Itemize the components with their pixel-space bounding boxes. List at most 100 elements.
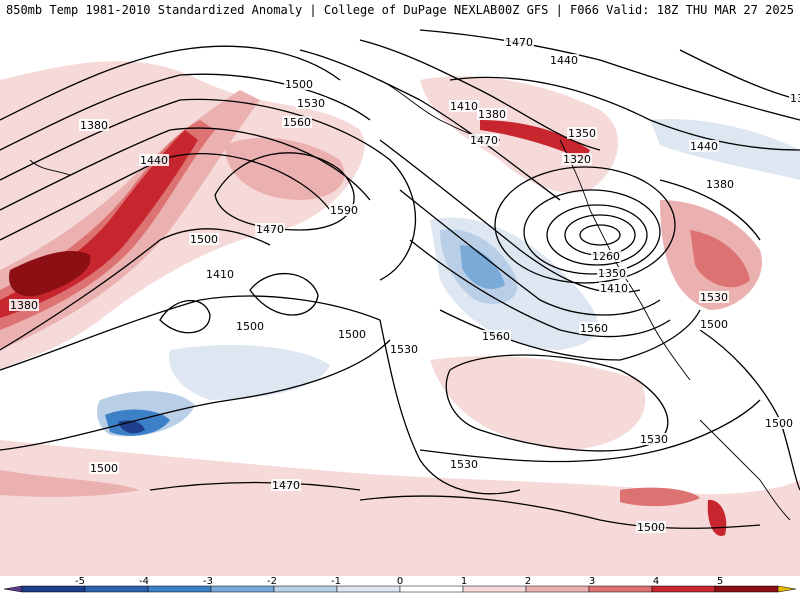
height-contour: [409, 239, 671, 338]
colorbar-segment: [714, 585, 779, 593]
contour-label-bg: [79, 119, 109, 131]
colorbar-tick-label: 0: [397, 576, 403, 587]
contour-label: 1380: [706, 178, 734, 191]
warm-anomaly-region: [9, 250, 91, 297]
contour-label-bg: [567, 127, 597, 139]
contour-label-bg: [481, 330, 511, 342]
contour-label-bg: [597, 267, 627, 279]
contour-label-bg: [579, 322, 609, 334]
contour-label: 1530: [700, 291, 728, 304]
contour-label-bg: [389, 343, 419, 355]
colorbar-tick-label: 1: [461, 576, 467, 587]
contour-label-bg: [477, 108, 507, 120]
colorbar-segment: [588, 585, 653, 593]
colorbar-tick-label: 3: [589, 576, 595, 587]
contour-label: 1560: [482, 330, 510, 343]
contour-label-bg: [469, 134, 499, 146]
contour-label-bg: [296, 97, 326, 109]
height-contour: [249, 273, 319, 316]
colorbar-tick-label: 5: [717, 576, 723, 587]
contour-label: 1380: [478, 108, 506, 121]
colorbar-segment: [399, 585, 464, 593]
cold-anomaly-region: [460, 245, 505, 289]
contour-label-bg: [639, 433, 669, 445]
contour-label-bg: [337, 328, 367, 340]
height-contour: [0, 295, 381, 371]
contour-label: 1440: [690, 140, 718, 153]
warm-anomaly-region: [225, 137, 345, 200]
contour-label: 1470: [505, 36, 533, 49]
colorbar-segment: [651, 585, 716, 593]
height-contour: [546, 204, 648, 266]
colorbar-segment: [462, 585, 527, 593]
contour-label-bg: [235, 320, 265, 332]
geopotential-height-contours: [0, 29, 800, 529]
contour-label: 1500: [236, 320, 264, 333]
height-contour: [149, 481, 361, 491]
colorbar-segment: [147, 585, 212, 593]
warm-anomaly-region: [0, 470, 140, 497]
contour-label: 1440: [550, 54, 578, 67]
contour-label: 1500: [90, 462, 118, 475]
contour-label: 1260: [592, 250, 620, 263]
anomaly-map: 1470144014101380135013201260135014101380…: [0, 20, 800, 576]
contour-label: 1530: [450, 458, 478, 471]
colorbar-low-extend: [3, 585, 23, 593]
contour-label: 1470: [272, 479, 300, 492]
warm-anomaly-region: [690, 230, 750, 288]
height-contour: [159, 299, 211, 334]
contour-label-bg: [636, 521, 666, 533]
contour-label: 1350: [568, 127, 596, 140]
contour-label-bg: [789, 92, 800, 104]
contour-label: 1470: [470, 134, 498, 147]
warm-anomaly-region: [620, 487, 700, 507]
contour-label: 1530: [640, 433, 668, 446]
cold-anomaly-region: [169, 345, 330, 400]
contour-label-bg: [764, 417, 794, 429]
contour-label: 1530: [390, 343, 418, 356]
contour-label-bg: [699, 291, 729, 303]
colorbar-tick-label: -2: [267, 576, 277, 587]
height-contour: [0, 73, 371, 151]
contour-label-bg: [449, 458, 479, 470]
contour-label-bg: [189, 233, 219, 245]
contour-label-bg: [562, 153, 592, 165]
model-run-info: 00Z GFS | F066 Valid: 18Z THU MAR 27 202…: [497, 3, 794, 17]
contour-label: 1350: [598, 267, 626, 280]
height-contour: [419, 29, 800, 121]
contour-label: 1380: [790, 92, 800, 105]
contour-label-bg: [271, 479, 301, 491]
height-contour: [359, 39, 601, 151]
colorbar-segment: [525, 585, 590, 593]
contour-label: 1380: [10, 299, 38, 312]
height-contour: [0, 228, 271, 351]
colorbar-tick-label: 4: [653, 576, 659, 587]
height-contour: [699, 329, 800, 491]
height-contour: [419, 399, 761, 463]
contour-label: 1500: [637, 521, 665, 534]
colorbar-ticks: -5 -4 -3 -2 -1 0 1 2 3 4 5: [75, 576, 723, 587]
map-header: 850mb Temp 1981-2010 Standardized Anomal…: [0, 0, 800, 20]
contour-label: 1500: [765, 417, 793, 430]
colorbar-tick-label: -1: [331, 576, 341, 587]
colorbar-segment: [336, 585, 401, 593]
contour-label-bg: [255, 223, 285, 235]
contour-label: 1470: [256, 223, 284, 236]
height-contour: [0, 45, 341, 121]
contour-label-bg: [699, 318, 729, 330]
height-contour: [299, 49, 561, 201]
colorbar-tick-label: -4: [139, 576, 149, 587]
colorbar-segment: [273, 585, 338, 593]
warm-anomaly-region: [0, 130, 198, 318]
contour-label-bg: [449, 100, 479, 112]
contour-label: 1410: [600, 282, 628, 295]
contour-label: 1410: [206, 268, 234, 281]
contour-label: 1410: [450, 100, 478, 113]
contour-label: 1560: [283, 116, 311, 129]
contour-label: 1500: [338, 328, 366, 341]
contour-label-bg: [282, 116, 312, 128]
height-contour: [523, 189, 661, 275]
contour-label: 1440: [140, 154, 168, 167]
contour-label: 1560: [580, 322, 608, 335]
